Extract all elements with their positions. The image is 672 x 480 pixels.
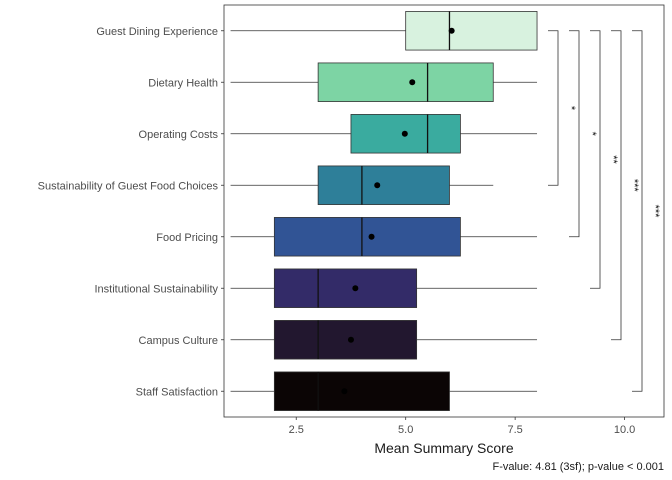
box: [273, 320, 418, 360]
box-group: [230, 114, 538, 154]
mean-point: [374, 182, 381, 189]
y-tick-label: Campus Culture: [139, 335, 218, 347]
box: [273, 268, 418, 308]
y-tick-label: Sustainability of Guest Food Choices: [38, 180, 219, 192]
significance-label: ***: [649, 205, 661, 219]
significance-brackets: **********: [548, 30, 661, 392]
box: [317, 62, 494, 102]
box-group: [230, 320, 538, 360]
mean-point: [401, 130, 408, 137]
box: [273, 371, 450, 411]
y-tick-label: Guest Dining Experience: [96, 26, 218, 38]
x-tick-label: 10.0: [614, 424, 635, 436]
y-tick-label: Operating Costs: [139, 129, 219, 141]
box-group: [230, 11, 538, 51]
y-tick-label: Food Pricing: [156, 232, 218, 244]
mean-point: [368, 233, 375, 240]
mean-point: [352, 285, 359, 292]
bracket-line: [590, 30, 601, 289]
chart-caption: F-value: 4.81 (3sf); p-value < 0.001: [492, 461, 664, 473]
significance-label: *: [565, 106, 577, 111]
significance-label: *: [586, 132, 598, 137]
bracket-line: [611, 30, 622, 341]
significance-bracket: ***: [611, 30, 640, 341]
y-tick-label: Dietary Health: [148, 77, 218, 89]
mean-point: [448, 27, 455, 34]
x-tick-label: 2.5: [289, 424, 304, 436]
box-group: [230, 371, 538, 411]
significance-bracket: *: [569, 30, 598, 238]
box-group: [230, 268, 538, 308]
significance-label: ***: [628, 179, 640, 193]
significance-bracket: ***: [632, 30, 661, 392]
box: [317, 165, 450, 205]
x-axis-title: Mean Summary Score: [374, 440, 513, 456]
box: [405, 11, 538, 51]
y-tick-label: Institutional Sustainability: [94, 283, 218, 295]
significance-bracket: **: [590, 30, 619, 289]
bracket-line: [632, 30, 643, 392]
bracket-line: [548, 30, 559, 186]
x-tick-label: 5.0: [398, 424, 413, 436]
mean-point: [341, 388, 348, 395]
box: [273, 217, 461, 257]
chart-marks: [230, 11, 538, 411]
y-axis: Guest Dining Experience Dietary Health Ope…: [38, 26, 224, 398]
box-group: [230, 165, 494, 205]
box-group: [230, 62, 538, 102]
x-tick-label: 7.5: [507, 424, 522, 436]
x-axis: 2.5 5.0 7.5 10.0: [289, 417, 635, 436]
significance-bracket: *: [548, 30, 577, 186]
significance-label: **: [607, 155, 619, 164]
mean-point: [347, 336, 354, 343]
box-group: [230, 217, 538, 257]
mean-point: [409, 79, 416, 86]
bracket-line: [569, 30, 580, 238]
y-tick-label: Staff Satisfaction: [136, 386, 218, 398]
